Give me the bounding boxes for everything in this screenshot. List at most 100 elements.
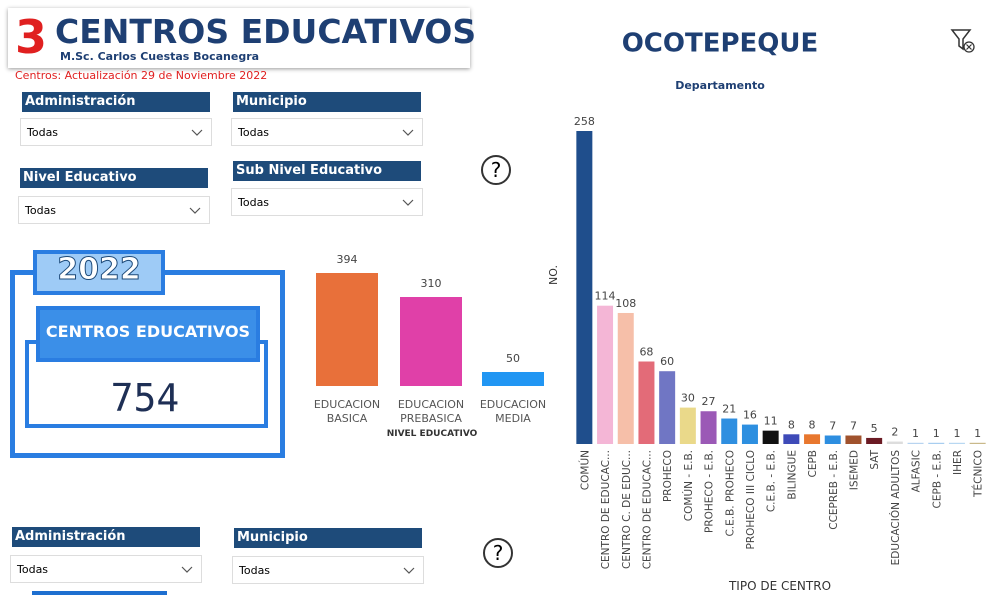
value-label: 8 xyxy=(809,418,816,431)
x-tick-label: CEPB - E.B. xyxy=(931,450,943,508)
bar xyxy=(617,312,634,444)
filter-label: Municipio xyxy=(233,92,421,112)
update-note: Centros: Actualización 29 de Noviembre 2… xyxy=(15,69,268,82)
value-label: 11 xyxy=(764,415,778,428)
x-tick-label: IHER xyxy=(952,450,964,475)
x-tick-label: BILINGUE xyxy=(786,450,798,500)
header-number: 3 xyxy=(15,10,48,64)
x-tick-label: C.E.B. PROHECO xyxy=(724,450,736,537)
value-label: 108 xyxy=(615,297,636,310)
filter-dropdown[interactable]: Todas xyxy=(10,555,202,583)
kpi-label: CENTROS EDUCATIVOS xyxy=(45,322,251,341)
bar xyxy=(886,441,903,444)
value-label: 8 xyxy=(788,418,795,431)
x-tick-label: TÉCNICO xyxy=(972,450,985,498)
bar xyxy=(845,435,862,444)
value-label: 7 xyxy=(829,420,836,433)
x-axis-label: TIPO DE CENTRO xyxy=(728,579,831,593)
x-tick-label: EDUCACION MEDIA xyxy=(479,398,547,425)
x-tick-label: CENTRO DE EDUCAC... xyxy=(600,450,612,569)
bar xyxy=(700,411,717,444)
x-tick-label: PROHECO - E.B. xyxy=(704,450,716,533)
value-label: 27 xyxy=(702,395,716,408)
filter-dropdown[interactable]: Todas xyxy=(231,188,423,216)
chevron xyxy=(403,567,415,574)
value-label: 30 xyxy=(681,392,695,405)
bar xyxy=(948,442,965,444)
value-label: 258 xyxy=(574,115,595,128)
filter-icon[interactable] xyxy=(950,29,975,53)
bar xyxy=(741,424,758,444)
tab-stub xyxy=(32,591,167,595)
bar xyxy=(400,297,462,386)
bar xyxy=(659,371,676,444)
x-tick-label: EDUCACIÓN ADULTOS xyxy=(889,450,902,566)
value-label: 2 xyxy=(891,426,898,439)
help-icon[interactable]: ? xyxy=(483,538,513,568)
chart-title: OCOTEPEQUE xyxy=(622,29,819,59)
x-axis-label: NIVEL EDUCATIVO xyxy=(386,429,478,439)
x-tick-label: CENTRO DE EDUCAC... xyxy=(641,450,653,569)
chart-subtitle: Departamento xyxy=(675,79,765,92)
x-tick-label: COMÚN - E.B. xyxy=(682,450,695,521)
bar xyxy=(824,435,841,444)
chevron xyxy=(402,129,414,136)
bar xyxy=(783,434,800,444)
chevron xyxy=(189,207,201,214)
filter-label: Sub Nivel Educativo xyxy=(233,161,421,181)
value-label: 310 xyxy=(420,277,442,291)
chevron xyxy=(181,566,193,573)
type-chart: OCOTEPEQUE Departamento NO. TIPO DE CENT… xyxy=(547,29,986,593)
bar xyxy=(482,371,544,386)
filter-label: Municipio xyxy=(234,528,422,548)
header-box xyxy=(8,8,470,68)
kpi-year: 2022 xyxy=(57,252,142,288)
bar xyxy=(721,418,738,444)
value-label: 16 xyxy=(743,409,757,422)
chevron xyxy=(191,129,203,136)
x-tick-label: ALFASIC xyxy=(911,450,923,492)
filter-dropdown[interactable]: Todas xyxy=(232,556,424,584)
value-label: 114 xyxy=(595,290,616,303)
bar xyxy=(638,361,655,444)
filter-dropdown[interactable]: Todas xyxy=(18,196,210,224)
bar xyxy=(762,430,779,444)
x-tick-label: PROHECO III CICLO xyxy=(745,450,757,549)
x-tick-label: SAT xyxy=(869,449,881,469)
bar xyxy=(576,131,593,444)
x-tick-label: PROHECO xyxy=(662,450,674,502)
value-label: 21 xyxy=(722,403,736,416)
kpi-label-box xyxy=(36,306,260,362)
value-label: 1 xyxy=(912,427,919,440)
bar xyxy=(907,442,924,444)
value-label: 5 xyxy=(871,422,878,435)
filter-dropdown[interactable]: Todas xyxy=(20,118,212,146)
x-tick-label: EDUCACION BASICA xyxy=(313,398,381,425)
help-icon[interactable]: ? xyxy=(481,155,511,185)
value-label: 68 xyxy=(639,346,653,359)
bar xyxy=(679,407,696,444)
value-label: 1 xyxy=(933,427,940,440)
header-title: CENTROS EDUCATIVOS xyxy=(55,12,477,51)
value-label: 1 xyxy=(974,427,981,440)
x-tick-label: CCEPREB - E.B. xyxy=(828,450,840,530)
value-label: 7 xyxy=(850,420,857,433)
kpi-value: 754 xyxy=(110,376,180,420)
chevron xyxy=(402,199,414,206)
x-tick-label: COMÚN xyxy=(578,450,591,490)
bar xyxy=(866,437,883,444)
x-tick-label: C.E.B. - E.B. xyxy=(766,450,778,512)
bar xyxy=(928,442,945,444)
value-label: 1 xyxy=(953,427,960,440)
value-label: 394 xyxy=(336,253,358,266)
filter-label: Administración xyxy=(22,92,210,112)
filter-label: Administración xyxy=(12,527,200,547)
bar xyxy=(316,273,378,386)
bar xyxy=(804,434,821,444)
kpi-year-tab xyxy=(33,250,165,295)
header-author: M.Sc. Carlos Cuestas Bocanegra xyxy=(60,50,260,63)
filter-dropdown[interactable]: Todas xyxy=(231,118,423,146)
value-label: 50 xyxy=(506,351,520,365)
x-tick-label: CEPB xyxy=(807,450,819,478)
